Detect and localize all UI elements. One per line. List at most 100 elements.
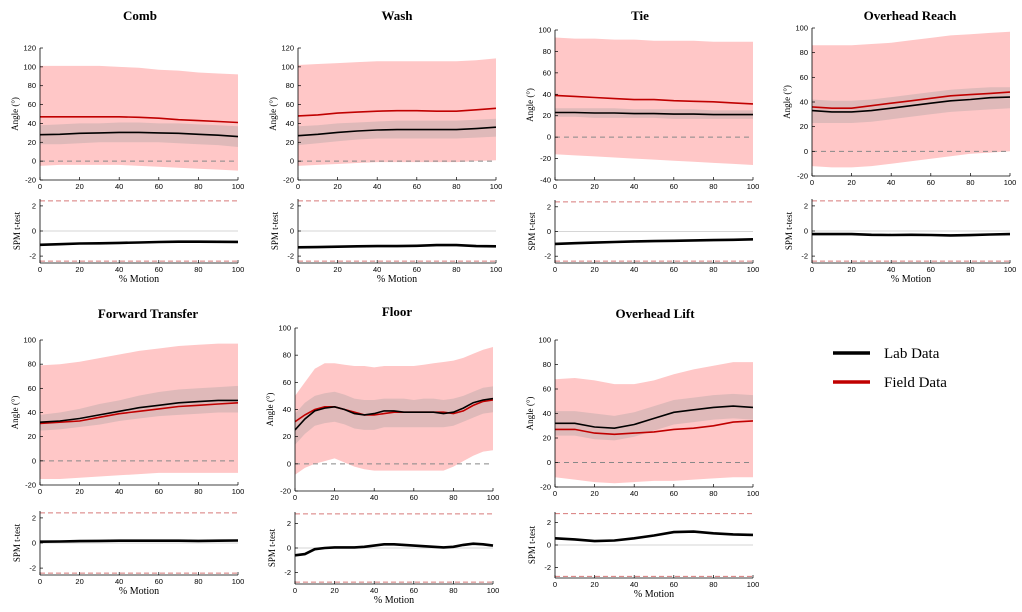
y-tick-label: -40 [540, 176, 551, 185]
spm-x-tick-label: 0 [810, 265, 814, 274]
spm-x-tick-label: 80 [709, 265, 717, 274]
y-tick-label: 120 [281, 44, 294, 53]
x-tick-label: 0 [38, 182, 42, 191]
x-tick-label: 60 [155, 487, 163, 496]
field-data-line [295, 399, 493, 423]
spm-y-tick-label: 2 [547, 202, 551, 211]
spm-t-curve [39, 539, 239, 543]
x-tick-label: 80 [966, 178, 974, 187]
y-tick-label: 40 [286, 119, 294, 128]
y-tick-label: 20 [286, 138, 294, 147]
field-data-band [298, 58, 496, 166]
x-tick-label: 100 [232, 182, 245, 191]
field-data-line [298, 107, 496, 117]
spm-x-tick-label: 40 [115, 577, 123, 586]
y-axis-label: Angle (°) [782, 85, 792, 119]
y-tick-label: 20 [283, 432, 291, 441]
x-tick-label: 0 [810, 178, 814, 187]
x-axis-label: % Motion [377, 274, 417, 285]
panel-title: Wash [381, 8, 413, 23]
spm-x-tick-label: 20 [75, 577, 83, 586]
y-axis-label: Angle (°) [265, 393, 275, 427]
y-tick-label: 0 [32, 157, 36, 166]
lab-data-band [298, 118, 496, 146]
spm-y-tick-label: 0 [32, 227, 36, 236]
field-data-line [40, 402, 238, 425]
y-tick-label: 60 [28, 384, 36, 393]
x-tick-label: 60 [155, 182, 163, 191]
lab-data-line [555, 405, 753, 430]
x-tick-label: 80 [709, 182, 717, 191]
y-tick-label: -20 [540, 483, 551, 492]
spm-y-tick-label: 2 [32, 513, 36, 522]
y-tick-label: 60 [286, 100, 294, 109]
lab-data-band [40, 122, 238, 147]
y-axis-label: Angle (°) [10, 396, 20, 430]
spm-x-tick-label: 100 [232, 577, 245, 586]
x-tick-label: 80 [194, 487, 202, 496]
panel-title: Overhead Lift [615, 306, 695, 321]
x-tick-label: 0 [38, 487, 42, 496]
spm-y-tick-label: 0 [290, 227, 294, 236]
spm-x-tick-label: 80 [709, 580, 717, 589]
x-tick-label: 80 [709, 489, 717, 498]
y-tick-label: 60 [283, 378, 291, 387]
spm-x-tick-label: 100 [1004, 265, 1017, 274]
y-tick-label: -20 [797, 172, 808, 181]
y-tick-label: 0 [32, 456, 36, 465]
y-tick-label: 40 [28, 408, 36, 417]
x-axis-label: % Motion [891, 274, 931, 285]
x-tick-label: 20 [847, 178, 855, 187]
spm-x-tick-label: 40 [373, 265, 381, 274]
x-tick-label: 20 [333, 182, 341, 191]
spm-x-tick-label: 60 [155, 265, 163, 274]
spm-x-tick-label: 100 [232, 265, 245, 274]
spm-x-tick-label: 40 [115, 265, 123, 274]
spm-y-axis-label: SPM t-test [267, 528, 277, 567]
spm-y-tick-label: 2 [547, 518, 551, 527]
spm-y-tick-label: 0 [287, 544, 291, 553]
x-tick-label: 20 [590, 489, 598, 498]
y-axis-label: Angle (°) [268, 97, 278, 131]
x-tick-label: 0 [293, 493, 297, 502]
y-tick-label: 60 [28, 100, 36, 109]
plot-area [555, 362, 753, 484]
field-data-band [555, 37, 753, 165]
x-tick-label: 80 [452, 182, 460, 191]
x-tick-label: 60 [927, 178, 935, 187]
field-data-band [555, 362, 753, 484]
y-tick-label: -20 [25, 481, 36, 490]
plot-area [555, 37, 753, 165]
spm-x-tick-label: 0 [553, 265, 557, 274]
x-tick-label: 100 [747, 182, 760, 191]
spm-x-tick-label: 0 [553, 580, 557, 589]
x-tick-label: 100 [487, 493, 500, 502]
y-tick-label: 40 [800, 98, 808, 107]
y-tick-label: 20 [543, 434, 551, 443]
lab-data-line [812, 96, 1010, 113]
panel-title: Tie [631, 8, 649, 23]
y-tick-label: 20 [28, 432, 36, 441]
spm-x-tick-label: 0 [38, 265, 42, 274]
y-tick-label: 20 [543, 111, 551, 120]
spm-x-tick-label: 80 [452, 265, 460, 274]
y-tick-label: 0 [804, 147, 808, 156]
y-tick-label: 100 [23, 336, 36, 345]
x-axis-label: % Motion [119, 274, 159, 285]
spm-x-tick-label: 20 [75, 265, 83, 274]
y-tick-label: -20 [280, 487, 291, 496]
spm-y-axis-label: SPM t-test [270, 211, 280, 250]
lab-data-line [555, 111, 753, 116]
legend-label-lab: Lab Data [884, 346, 940, 362]
plot-area [298, 58, 496, 166]
spm-x-tick-label: 60 [413, 265, 421, 274]
x-axis-label: % Motion [374, 595, 414, 606]
x-tick-label: 40 [887, 178, 895, 187]
y-tick-label: -20 [25, 176, 36, 185]
